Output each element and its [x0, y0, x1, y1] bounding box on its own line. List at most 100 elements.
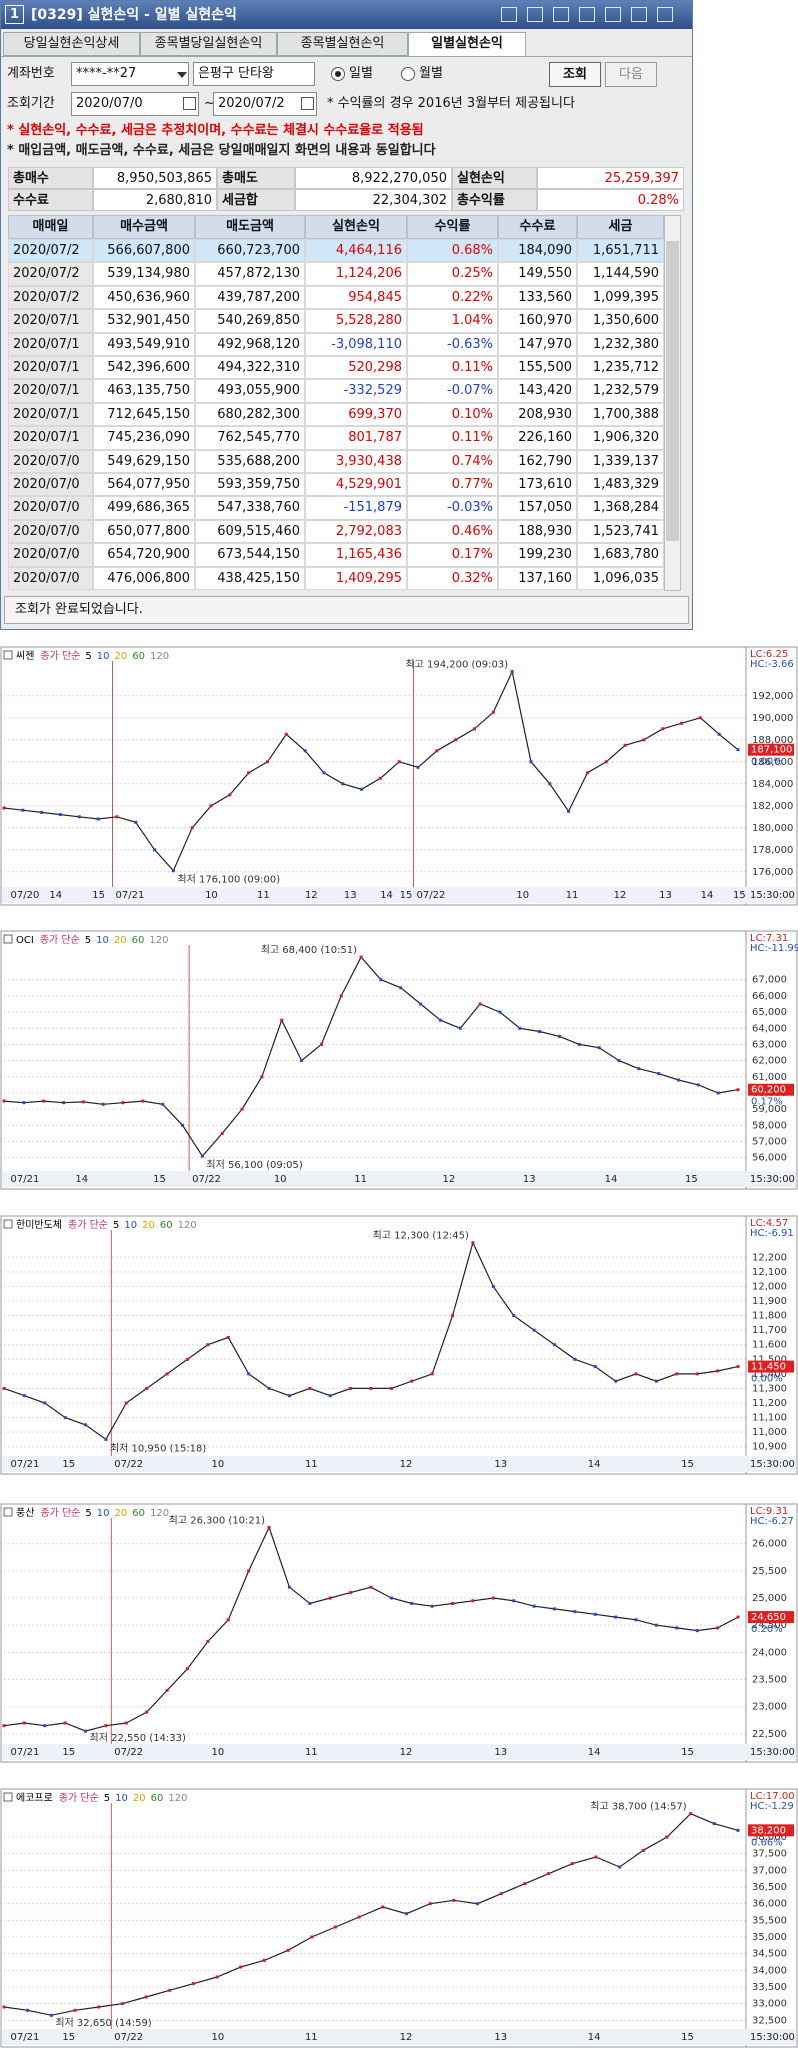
- window-button[interactable]: [631, 7, 647, 22]
- window-button[interactable]: [553, 7, 569, 22]
- tab[interactable]: 일별실현손익: [408, 32, 526, 56]
- scroll-thumb[interactable]: [666, 241, 679, 541]
- table-cell[interactable]: 540,269,850: [195, 309, 305, 333]
- table-cell[interactable]: 493,055,900: [195, 379, 305, 403]
- table-cell[interactable]: 184,090: [498, 239, 577, 263]
- table-cell[interactable]: 542,396,600: [93, 356, 195, 380]
- table-cell[interactable]: 160,970: [498, 309, 577, 333]
- table-cell[interactable]: 155,500: [498, 356, 577, 380]
- table-cell[interactable]: 1,368,284: [577, 496, 664, 520]
- table-cell[interactable]: 0.10%: [407, 402, 498, 427]
- table-cell[interactable]: 1.04%: [407, 309, 498, 333]
- table-cell[interactable]: 535,688,200: [195, 449, 305, 473]
- table-cell[interactable]: 680,282,300: [195, 402, 305, 427]
- table-cell[interactable]: 1,350,600: [577, 309, 664, 333]
- table-cell[interactable]: 1,906,320: [577, 426, 664, 450]
- table-cell[interactable]: 1,409,295: [305, 566, 407, 590]
- date-cell[interactable]: 2020/07/0: [8, 496, 93, 520]
- date-cell[interactable]: 2020/07/0: [8, 449, 93, 473]
- tab[interactable]: 종목별당일실현손익: [140, 32, 277, 56]
- table-cell[interactable]: 1,651,711: [577, 239, 664, 263]
- table-cell[interactable]: 1,165,436: [305, 543, 407, 567]
- table-cell[interactable]: 0.46%: [407, 519, 498, 544]
- table-cell[interactable]: -0.07%: [407, 379, 498, 403]
- table-cell[interactable]: 450,636,960: [93, 285, 195, 310]
- table-cell[interactable]: 0.22%: [407, 285, 498, 310]
- date-cell[interactable]: 2020/07/0: [8, 543, 93, 567]
- window-button[interactable]: [501, 7, 517, 22]
- table-cell[interactable]: 1,683,780: [577, 543, 664, 567]
- table-cell[interactable]: 609,515,460: [195, 519, 305, 544]
- table-cell[interactable]: 566,607,800: [93, 239, 195, 263]
- date-cell[interactable]: 2020/07/2: [8, 262, 93, 286]
- table-cell[interactable]: 660,723,700: [195, 239, 305, 263]
- table-cell[interactable]: 954,845: [305, 285, 407, 310]
- table-cell[interactable]: 0.25%: [407, 262, 498, 286]
- table-cell[interactable]: 1,235,712: [577, 356, 664, 380]
- table-cell[interactable]: 0.68%: [407, 239, 498, 263]
- table-cell[interactable]: 0.32%: [407, 566, 498, 590]
- table-cell[interactable]: 499,686,365: [93, 496, 195, 520]
- window-button[interactable]: [605, 7, 621, 22]
- table-cell[interactable]: 493,549,910: [93, 332, 195, 356]
- table-cell[interactable]: 520,298: [305, 356, 407, 380]
- table-cell[interactable]: 463,135,750: [93, 379, 195, 403]
- table-cell[interactable]: 1,232,380: [577, 332, 664, 356]
- table-cell[interactable]: 494,322,310: [195, 356, 305, 380]
- table-cell[interactable]: 547,338,760: [195, 496, 305, 520]
- table-cell[interactable]: 226,160: [498, 426, 577, 450]
- table-cell[interactable]: 539,134,980: [93, 262, 195, 286]
- from-input[interactable]: 2020/07/0: [71, 92, 199, 116]
- date-cell[interactable]: 2020/07/0: [8, 473, 93, 497]
- table-cell[interactable]: 532,901,450: [93, 309, 195, 333]
- table-cell[interactable]: 157,050: [498, 496, 577, 520]
- table-cell[interactable]: 712,645,150: [93, 402, 195, 427]
- date-cell[interactable]: 2020/07/2: [8, 239, 93, 263]
- table-cell[interactable]: 173,610: [498, 473, 577, 497]
- table-cell[interactable]: 476,006,800: [93, 566, 195, 590]
- table-cell[interactable]: 439,787,200: [195, 285, 305, 310]
- table-cell[interactable]: 1,523,741: [577, 519, 664, 544]
- table-cell[interactable]: 0.77%: [407, 473, 498, 497]
- tab[interactable]: 종목별실현손익: [277, 32, 408, 56]
- table-cell[interactable]: 143,420: [498, 379, 577, 403]
- next-button[interactable]: 다음: [605, 62, 657, 87]
- table-cell[interactable]: 673,544,150: [195, 543, 305, 567]
- table-cell[interactable]: -3,098,110: [305, 332, 407, 356]
- table-cell[interactable]: 0.74%: [407, 449, 498, 473]
- table-cell[interactable]: 762,545,770: [195, 426, 305, 450]
- calendar-icon[interactable]: [301, 97, 314, 110]
- table-cell[interactable]: 654,720,900: [93, 543, 195, 567]
- date-cell[interactable]: 2020/07/0: [8, 566, 93, 590]
- query-button[interactable]: 조회: [549, 62, 601, 87]
- table-cell[interactable]: 5,528,280: [305, 309, 407, 333]
- table-cell[interactable]: 549,629,150: [93, 449, 195, 473]
- dropdown-arrow[interactable]: [177, 72, 187, 78]
- window-button[interactable]: [579, 7, 595, 22]
- calendar-icon[interactable]: [183, 97, 196, 110]
- table-cell[interactable]: 564,077,950: [93, 473, 195, 497]
- table-cell[interactable]: -332,529: [305, 379, 407, 403]
- table-cell[interactable]: 188,930: [498, 519, 577, 544]
- date-cell[interactable]: 2020/07/1: [8, 402, 93, 427]
- date-cell[interactable]: 2020/07/1: [8, 426, 93, 450]
- table-cell[interactable]: 699,370: [305, 402, 407, 427]
- table-cell[interactable]: 162,790: [498, 449, 577, 473]
- table-cell[interactable]: 1,483,329: [577, 473, 664, 497]
- table-cell[interactable]: 1,099,395: [577, 285, 664, 310]
- table-cell[interactable]: 1,124,206: [305, 262, 407, 286]
- table-cell[interactable]: 147,970: [498, 332, 577, 356]
- table-cell[interactable]: 199,230: [498, 543, 577, 567]
- table-cell[interactable]: 1,700,388: [577, 402, 664, 427]
- window-button[interactable]: [657, 7, 673, 22]
- table-cell[interactable]: 149,550: [498, 262, 577, 286]
- date-cell[interactable]: 2020/07/1: [8, 309, 93, 333]
- date-cell[interactable]: 2020/07/1: [8, 379, 93, 403]
- table-cell[interactable]: 1,096,035: [577, 566, 664, 590]
- radio[interactable]: [401, 67, 415, 81]
- account-input[interactable]: ****-**27: [71, 62, 189, 86]
- date-cell[interactable]: 2020/07/1: [8, 356, 93, 380]
- table-cell[interactable]: 650,077,800: [93, 519, 195, 544]
- table-cell[interactable]: 492,968,120: [195, 332, 305, 356]
- table-cell[interactable]: 133,560: [498, 285, 577, 310]
